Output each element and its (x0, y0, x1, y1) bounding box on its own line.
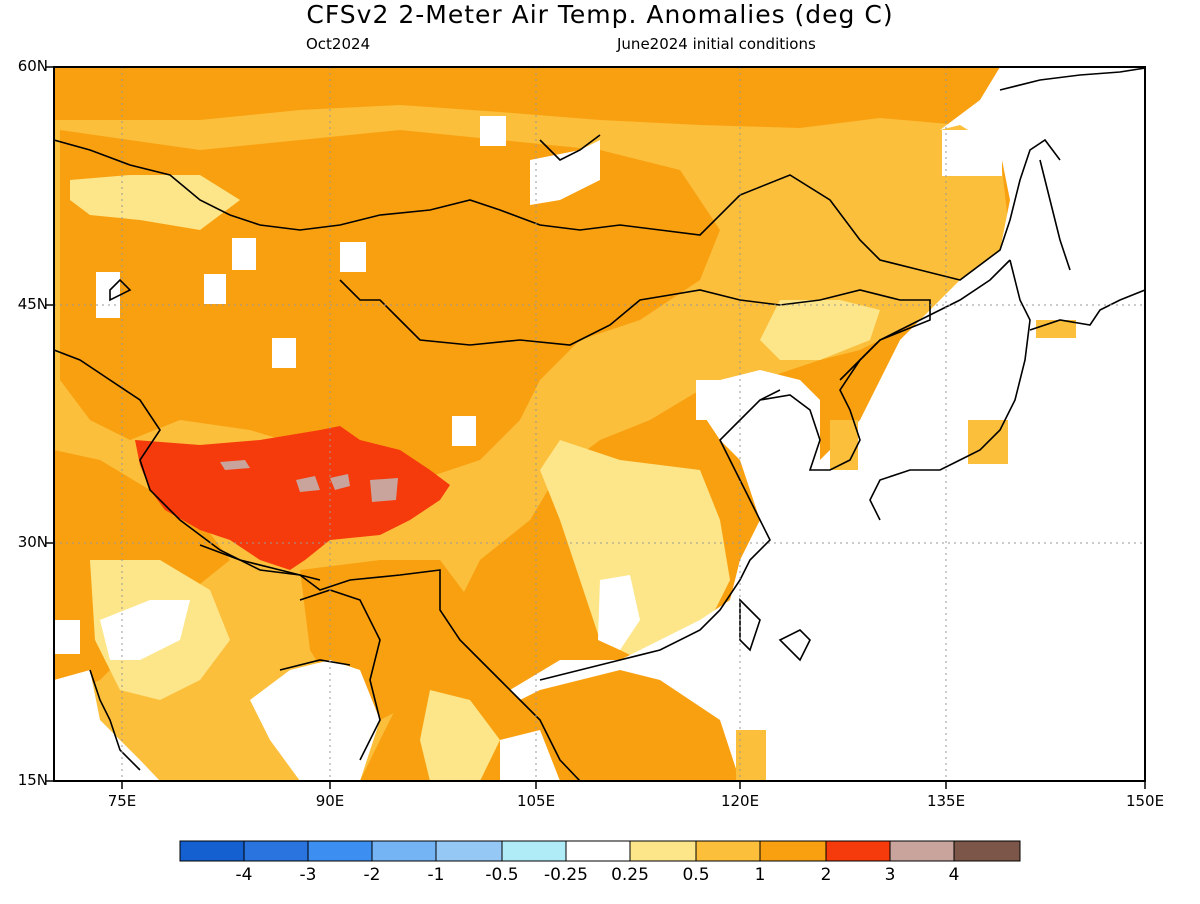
colorbar-label-neg05: -0.5 (485, 865, 519, 885)
colorbar-label-025: 0.25 (611, 865, 649, 885)
colorbar-swatch-10 (759, 840, 827, 862)
lat-label-60n: 60N (17, 57, 48, 75)
colorbar-swatch-5 (435, 840, 503, 862)
lon-label-105e: 105E (516, 792, 556, 810)
colorbar (179, 840, 1021, 862)
colorbar-label-neg1: -1 (427, 865, 445, 885)
colorbar-swatch-8 (629, 840, 697, 862)
axis-ticks (46, 66, 1146, 789)
lon-label-150e: 150E (1125, 792, 1165, 810)
colorbar-swatch-2 (243, 840, 309, 862)
map-title: CFSv2 2-Meter Air Temp. Anomalies (deg C… (306, 0, 894, 29)
lon-label-120e: 120E (720, 792, 760, 810)
lon-label-135e: 135E (926, 792, 966, 810)
colorbar-swatch-4 (371, 840, 437, 862)
colorbar-swatch-1 (179, 840, 245, 862)
colorbar-swatch-11 (825, 840, 891, 862)
lat-label-30n: 30N (17, 533, 48, 551)
colorbar-swatch-3 (307, 840, 373, 862)
anomaly-field (54, 67, 1145, 781)
colorbar-label-3: 3 (884, 865, 896, 885)
colorbar-swatch-12 (889, 840, 955, 862)
colorbar-label-neg3: -3 (299, 865, 317, 885)
colorbar-label-2: 2 (820, 865, 832, 885)
colorbar-swatch-13 (953, 840, 1021, 862)
colorbar-label-neg4: -4 (235, 865, 253, 885)
colorbar-label-05: 0.5 (682, 865, 710, 885)
colorbar-label-neg2: -2 (363, 865, 381, 885)
colorbar-swatch-7 (565, 840, 631, 862)
valid-month-label: Oct2024 (306, 35, 371, 53)
lon-label-75e: 75E (107, 792, 137, 810)
grid-lines (54, 67, 1145, 781)
colorbar-label-neg025: -0.25 (544, 865, 588, 885)
init-conditions-label: June2024 initial conditions (617, 35, 816, 53)
colorbar-label-4: 4 (948, 865, 960, 885)
colorbar-label-1: 1 (754, 865, 766, 885)
plot-frame (53, 66, 1146, 782)
lat-label-15n: 15N (17, 771, 48, 789)
colorbar-swatch-6 (501, 840, 567, 862)
lat-label-45n: 45N (17, 295, 48, 313)
coastlines (54, 67, 1145, 781)
lon-label-90e: 90E (315, 792, 345, 810)
colorbar-swatch-9 (695, 840, 761, 862)
